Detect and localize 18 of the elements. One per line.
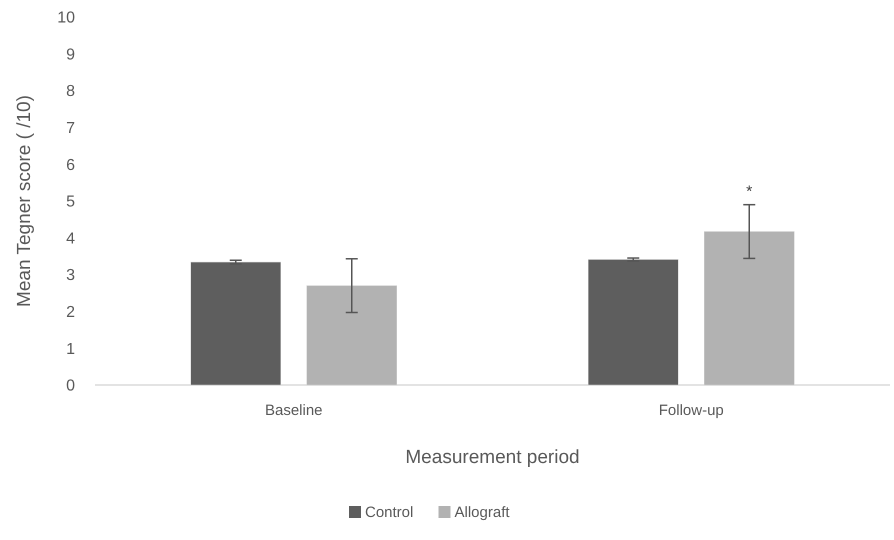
x-tick-label: Follow-up xyxy=(658,402,724,419)
y-tick-label: 9 xyxy=(66,46,76,64)
y-tick-label: 0 xyxy=(66,378,76,395)
y-tick-label: 7 xyxy=(66,120,76,137)
y-tick-label: 10 xyxy=(57,10,76,27)
y-tick-label: 2 xyxy=(66,304,76,321)
y-tick-label: 6 xyxy=(66,156,76,174)
y-tick-label: 8 xyxy=(66,83,76,100)
y-axis-title: Mean Tegner score ( /10) xyxy=(14,95,35,307)
y-tick-label: 3 xyxy=(66,267,76,284)
x-tick-label: Baseline xyxy=(264,402,323,419)
legend-label: Allograft xyxy=(454,504,510,521)
y-tick-label: 4 xyxy=(66,230,76,248)
legend-label: Control xyxy=(365,504,414,521)
y-tick-label: 5 xyxy=(66,194,76,211)
y-tick-label: 1 xyxy=(66,340,76,358)
x-axis-title: Measurement period xyxy=(405,447,580,468)
annotation: * xyxy=(746,184,752,201)
